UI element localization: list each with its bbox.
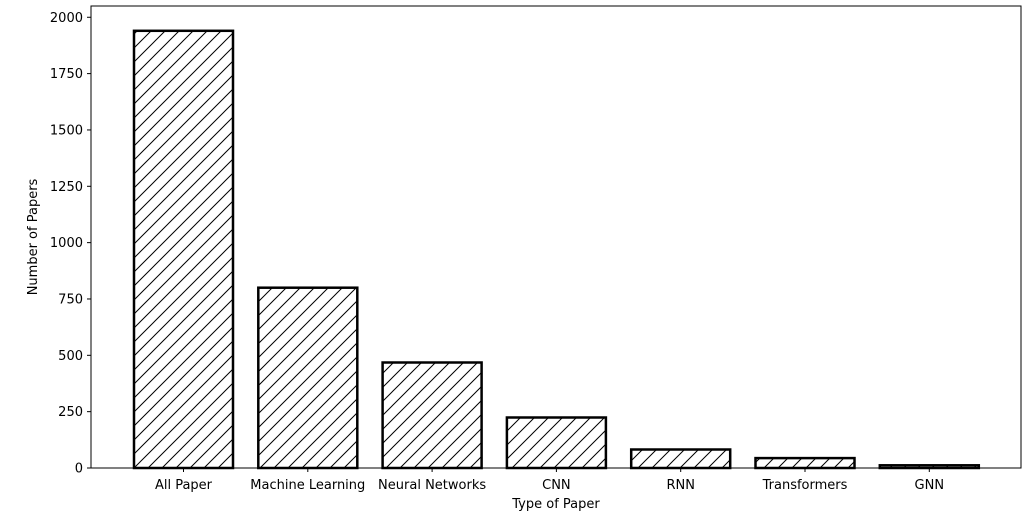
y-tick-label: 0 <box>75 462 83 477</box>
x-axis-label: Type of Paper <box>511 497 600 512</box>
bars-layer <box>132 29 981 470</box>
y-tick-label: 250 <box>58 405 83 420</box>
y-tick-label: 1750 <box>50 67 83 82</box>
y-tick-label: 500 <box>58 349 83 364</box>
y-tick-label: 2000 <box>50 11 83 26</box>
bar-transformers <box>754 456 856 470</box>
y-axis: 0 250 500 750 1000 1250 1500 1750 2000 <box>50 11 91 477</box>
x-tick-label: Transformers <box>762 478 848 493</box>
x-tick-label: Machine Learning <box>250 478 365 493</box>
y-tick-label: 1500 <box>50 123 83 138</box>
x-axis: All Paper Machine Learning Neural Networks… <box>155 468 944 493</box>
x-tick-label: Neural Networks <box>378 478 486 493</box>
bar-cnn <box>505 416 608 470</box>
y-tick-label: 750 <box>58 292 83 307</box>
bar-neural-networks <box>381 361 483 470</box>
x-tick-label: CNN <box>542 478 571 493</box>
y-axis-label: Number of Papers <box>26 178 41 295</box>
bar-rnn <box>629 448 732 470</box>
x-tick-label: All Paper <box>155 478 213 493</box>
x-tick-label: GNN <box>915 478 945 493</box>
y-tick-label: 1250 <box>50 180 83 195</box>
y-tick-label: 1000 <box>50 236 83 251</box>
x-tick-label: RNN <box>666 478 694 493</box>
bar-all-paper <box>132 29 235 470</box>
bar-machine-learning <box>257 286 359 470</box>
